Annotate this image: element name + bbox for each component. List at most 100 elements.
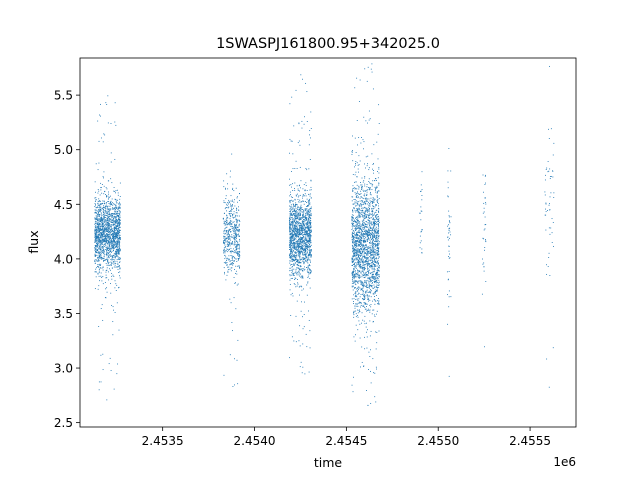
data-point [100, 182, 102, 184]
data-point [300, 180, 302, 182]
data-point [289, 225, 291, 227]
data-point [362, 265, 364, 267]
data-point [231, 255, 233, 257]
data-point [364, 257, 365, 259]
data-point [115, 235, 117, 237]
data-point [114, 213, 115, 215]
data-point [229, 224, 231, 226]
data-point [374, 246, 376, 248]
data-point [299, 194, 301, 196]
data-point [112, 214, 113, 216]
data-point [113, 266, 115, 268]
data-point [298, 123, 300, 125]
data-point [102, 214, 104, 216]
data-point [299, 253, 301, 255]
data-point [310, 254, 312, 256]
data-point [294, 248, 296, 250]
data-point [377, 214, 379, 216]
data-point [361, 270, 363, 272]
data-point [116, 232, 118, 233]
data-point [372, 247, 374, 248]
data-point [97, 257, 98, 259]
data-point [106, 237, 108, 239]
data-point [356, 215, 358, 217]
data-point [289, 103, 291, 105]
data-point [102, 319, 104, 321]
data-point [103, 252, 105, 254]
data-point [103, 241, 105, 243]
data-point [293, 245, 295, 247]
data-point [110, 232, 112, 234]
data-point [292, 208, 294, 210]
data-point [297, 222, 298, 224]
data-point [299, 239, 301, 241]
data-point [365, 225, 367, 227]
data-point [237, 201, 238, 203]
data-point [231, 210, 233, 212]
data-point [236, 246, 238, 248]
data-point [100, 244, 102, 245]
data-point [106, 240, 108, 241]
data-point [355, 295, 357, 297]
data-point [351, 235, 353, 237]
data-point [356, 296, 358, 298]
data-point [371, 227, 373, 229]
data-point [303, 234, 305, 235]
data-point [291, 254, 293, 256]
data-point [370, 249, 372, 250]
data-point [356, 237, 358, 239]
data-point [309, 195, 311, 197]
data-point [100, 103, 101, 105]
data-point [306, 239, 307, 241]
data-point [307, 275, 309, 277]
data-point [352, 277, 353, 279]
data-point [374, 264, 376, 266]
data-point [361, 284, 363, 286]
data-point [104, 230, 106, 232]
data-point [374, 277, 376, 279]
data-point [225, 227, 227, 229]
data-point [108, 211, 110, 213]
data-point [100, 203, 102, 205]
data-point [373, 256, 375, 258]
data-point [308, 144, 310, 146]
data-point [294, 247, 296, 249]
data-point [367, 296, 369, 298]
data-point [118, 233, 120, 235]
data-point [98, 247, 100, 249]
data-point [298, 255, 299, 257]
data-point [360, 216, 361, 218]
data-point [290, 241, 292, 243]
data-point [99, 241, 100, 243]
data-point [303, 314, 305, 315]
data-point [94, 259, 96, 261]
data-point [117, 250, 119, 252]
data-point [305, 244, 307, 246]
data-point [116, 245, 118, 247]
data-point [231, 223, 232, 225]
data-point [352, 376, 354, 378]
data-point [302, 227, 304, 229]
data-point [373, 248, 375, 250]
data-point [291, 240, 293, 242]
data-point [105, 220, 107, 222]
data-point [359, 160, 361, 162]
data-point [357, 269, 358, 271]
data-point [363, 268, 365, 270]
data-point [299, 266, 301, 268]
data-point [111, 219, 113, 221]
data-point [119, 227, 121, 228]
data-point [377, 269, 379, 271]
data-point [95, 240, 97, 241]
data-point [114, 191, 116, 192]
data-point [368, 285, 370, 287]
data-point [361, 220, 363, 222]
data-point [103, 231, 105, 233]
data-point [234, 234, 236, 236]
data-point [111, 182, 113, 184]
data-point [353, 294, 355, 296]
data-point [352, 251, 354, 253]
data-point [115, 124, 117, 126]
data-point [354, 267, 356, 269]
data-point [106, 242, 108, 244]
